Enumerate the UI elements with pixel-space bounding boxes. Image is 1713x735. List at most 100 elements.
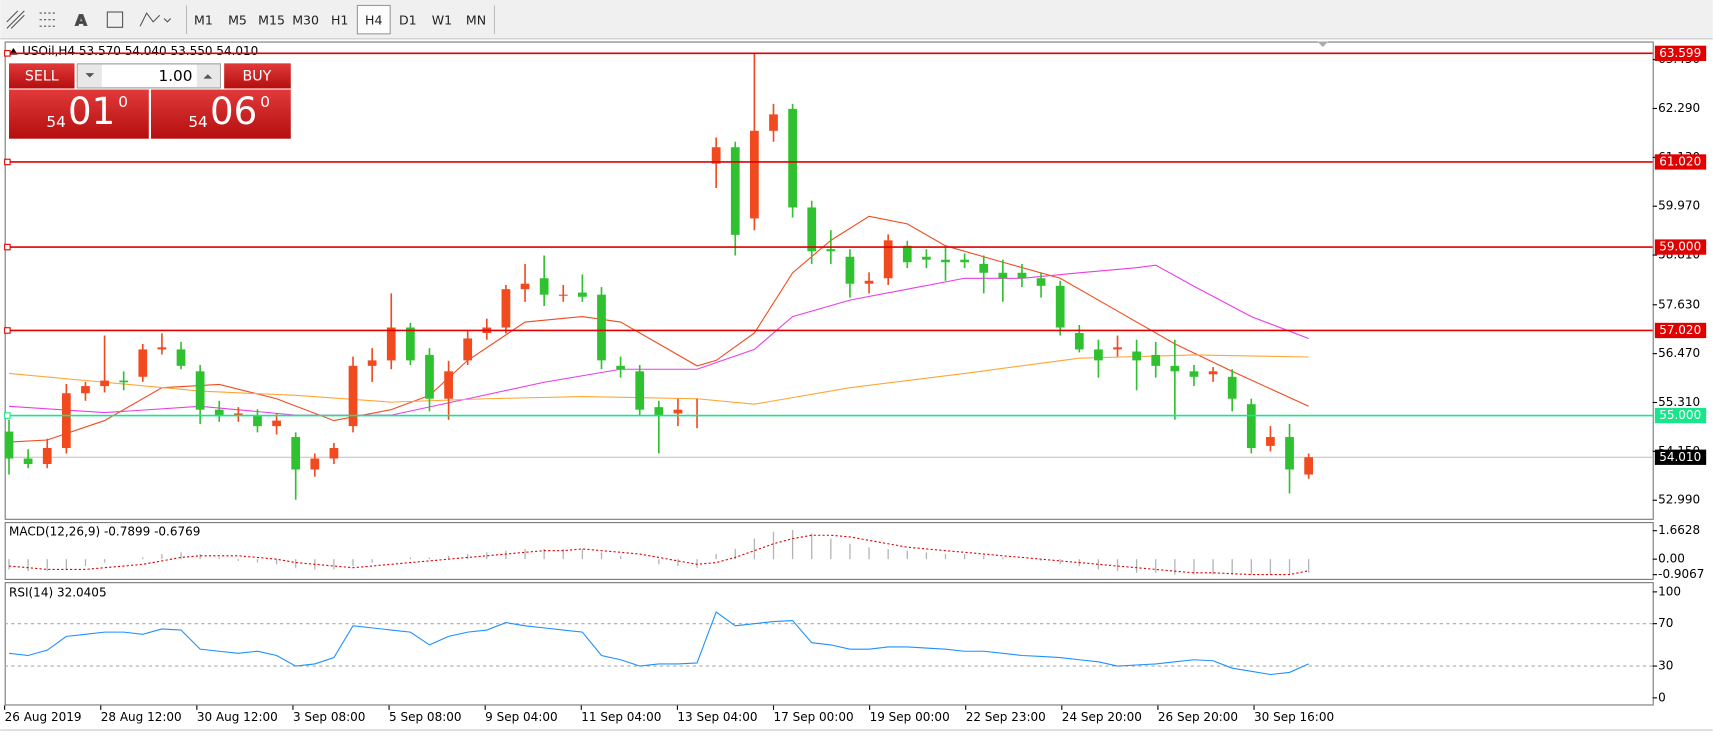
lot-value[interactable]: 1.00 <box>158 67 192 85</box>
timeframe-button[interactable]: M30 <box>292 12 319 27</box>
sell-label[interactable]: SELL <box>25 68 59 84</box>
level-marker <box>4 412 11 419</box>
candle-body <box>463 338 473 361</box>
icon-label[interactable] <box>106 11 124 28</box>
level-label-box <box>1654 239 1707 255</box>
rsi-panel <box>4 582 1654 706</box>
down-arrow <box>85 73 95 78</box>
rsi-line <box>8 611 1309 676</box>
candle-body <box>1113 347 1122 350</box>
y-tick-label: 52.990 <box>1658 493 1700 507</box>
candle-body <box>711 147 721 164</box>
macd-panel <box>4 522 1654 580</box>
candle-body <box>960 259 969 263</box>
candle-body <box>138 349 148 377</box>
x-tick-label: 13 Sep 04:00 <box>677 710 757 724</box>
x-axis: 26 Aug 2019 28 Aug 12:00 30 Aug 12:00 3 Sep… <box>0 705 1713 731</box>
level-label-box <box>1654 45 1707 61</box>
candle-body <box>1227 376 1237 399</box>
candle-body <box>4 431 14 459</box>
up-arrow <box>203 74 213 79</box>
candle-body <box>1036 278 1046 286</box>
x-tick-label: 26 Aug 2019 <box>5 710 82 724</box>
candle-body <box>730 147 740 235</box>
y-tick-label: 62.290 <box>1658 101 1700 115</box>
candle-body <box>405 327 415 361</box>
candle-body <box>42 447 52 464</box>
x-tick-label: 28 Aug 12:00 <box>101 710 182 724</box>
sell-button[interactable] <box>9 63 75 89</box>
toolbar-icons: A <box>6 5 496 34</box>
timeframe-button[interactable]: M15 <box>258 12 285 27</box>
timeframe-button[interactable]: H1 <box>331 12 348 27</box>
level-label: 61.020 <box>1659 154 1701 168</box>
candle-body <box>539 278 549 295</box>
one-click-trading: SELL 1.00 BUY 54 01 0 54 06 0 <box>9 63 291 139</box>
level-label: 57.020 <box>1659 323 1701 337</box>
candle-body <box>979 263 989 273</box>
candle-body <box>750 130 759 219</box>
candle-body <box>922 256 931 260</box>
buy-price-small: 06 <box>210 90 257 133</box>
candle-body <box>157 347 167 350</box>
shift-marker <box>1317 41 1329 47</box>
timeframe-button[interactable]: M1 <box>194 12 213 27</box>
candle-body <box>1094 349 1103 361</box>
timeframe-button[interactable]: W1 <box>432 12 452 27</box>
candle-body <box>902 245 912 263</box>
sell-price-small: 01 <box>68 90 115 133</box>
buy-price-box[interactable] <box>150 89 291 139</box>
y-tick-label: 56.470 <box>1658 346 1700 360</box>
candle-body <box>654 407 664 416</box>
timeframe-button[interactable]: MN <box>466 12 486 27</box>
candle-body <box>1132 351 1141 361</box>
icon-shapes[interactable] <box>139 12 172 27</box>
candle-body <box>291 437 301 470</box>
level-label: 55.000 <box>1659 408 1701 422</box>
timeframe-button[interactable]: M5 <box>228 12 247 27</box>
candle-body <box>807 207 817 252</box>
bid-label-box <box>1654 449 1707 465</box>
candle-body <box>195 371 205 410</box>
icon-text[interactable]: A <box>75 11 88 30</box>
timeframe-button[interactable]: D1 <box>399 12 417 27</box>
candle-body <box>673 409 683 414</box>
level-label: 63.599 <box>1659 46 1701 60</box>
candle-body <box>1055 285 1065 328</box>
level-label-box <box>1654 407 1707 424</box>
panel-title: RSI(14) 32.0405 <box>9 586 107 600</box>
candle-body <box>769 114 778 131</box>
rsi-chart: RSI(14) 32.0405 100 70 30 0 <box>4 584 1681 704</box>
candle-body <box>310 458 320 470</box>
toolbar <box>0 0 1713 40</box>
timeframe-button[interactable]: H4 <box>365 12 382 27</box>
level-label-box <box>1654 154 1707 170</box>
candle-body <box>883 240 893 279</box>
candle-body <box>444 371 453 399</box>
y-tick-label: 57.630 <box>1658 297 1700 311</box>
sell-price-big: 54 <box>46 113 65 131</box>
y-tick-label: -0.9067 <box>1658 567 1704 581</box>
candle-body <box>425 354 434 399</box>
y-tick-label: 30 <box>1658 659 1673 673</box>
buy-label[interactable]: BUY <box>243 68 272 84</box>
sell-price-box[interactable] <box>9 89 149 139</box>
x-tick-label: 11 Sep 04:00 <box>581 710 661 724</box>
x-tick-label: 19 Sep 00:00 <box>870 710 950 724</box>
level-marker <box>4 327 11 334</box>
x-tick-label: 9 Sep 04:00 <box>485 710 557 724</box>
candle-body <box>616 365 625 370</box>
x-tick-label: 24 Sep 20:00 <box>1062 710 1142 724</box>
candle-body <box>1304 457 1314 475</box>
buy-price-big: 54 <box>188 113 207 131</box>
sell-price-sup: 0 <box>118 93 128 111</box>
bid-label: 54.010 <box>1659 450 1701 464</box>
timeframes: M1 M5 M15 M30 H1 H4 D1 W1 MN <box>194 4 486 35</box>
level-marker <box>4 158 11 166</box>
macd-chart: MACD(12,26,9) -0.7899 -0.6769 1.6628 0.00-… <box>8 523 1704 581</box>
level-label-box <box>1654 322 1707 339</box>
buy-button[interactable] <box>224 63 291 89</box>
candle-body <box>501 289 511 328</box>
